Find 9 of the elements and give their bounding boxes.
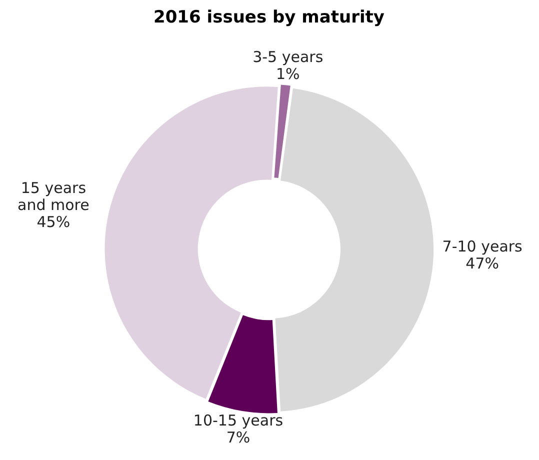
slice-label: 15 years and more — [18, 178, 90, 214]
data-label: 45% — [36, 212, 70, 231]
data-label: 7% — [226, 428, 250, 447]
slice-label: 7-10 years — [442, 238, 523, 256]
data-label: 1% — [276, 65, 300, 84]
chart-title: 2016 issues by maturity — [154, 8, 384, 28]
slice-label: 3-5 years — [252, 48, 324, 66]
data-label: 47% — [466, 254, 499, 273]
slice-label: 10-15 years — [193, 412, 284, 430]
